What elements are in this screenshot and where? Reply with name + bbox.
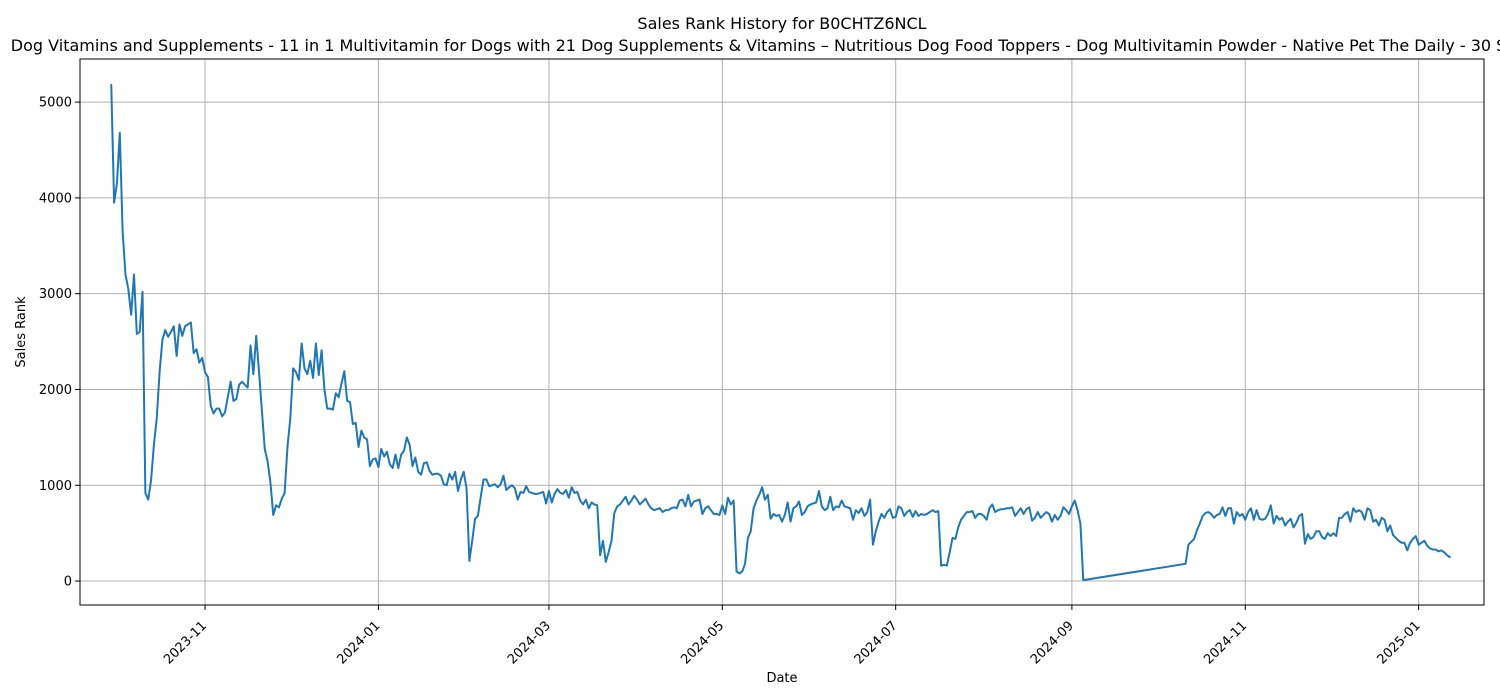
y-tick-label: 1000 [39,479,72,494]
chart-title: Sales Rank History for B0CHTZ6NCL [637,14,926,33]
y-tick-label: 3000 [39,287,72,302]
series-layer [110,83,1451,582]
x-axis-label: Date [766,671,797,686]
y-tick-label: 0 [64,575,72,590]
tick-layer: 2023-11 2024-01 2024-03 2024-05 2024-07 2024-… [39,96,1424,668]
x-tick-label: 2023-11 [161,618,210,667]
x-tick-label: 2024-07 [852,618,901,667]
y-tick-label: 5000 [39,96,72,111]
x-tick-label: 2024-01 [334,618,383,667]
y-tick-label: 2000 [39,383,72,398]
plot-area-frame [79,58,1485,606]
chart-subtitle: Dog Vitamins and Supplements - 11 in 1 M… [11,36,1500,55]
x-tick-label: 2024-11 [1201,618,1250,667]
x-tick-label: 2024-05 [678,618,727,667]
grid [80,59,1484,605]
x-tick-label: 2025-01 [1375,618,1424,667]
sales-rank-series-line [110,83,1451,582]
y-tick-label: 4000 [39,191,72,206]
x-tick-label: 2024-09 [1028,618,1077,667]
x-tick-label: 2024-03 [505,618,554,667]
y-axis-label: Sales Rank [14,296,29,368]
